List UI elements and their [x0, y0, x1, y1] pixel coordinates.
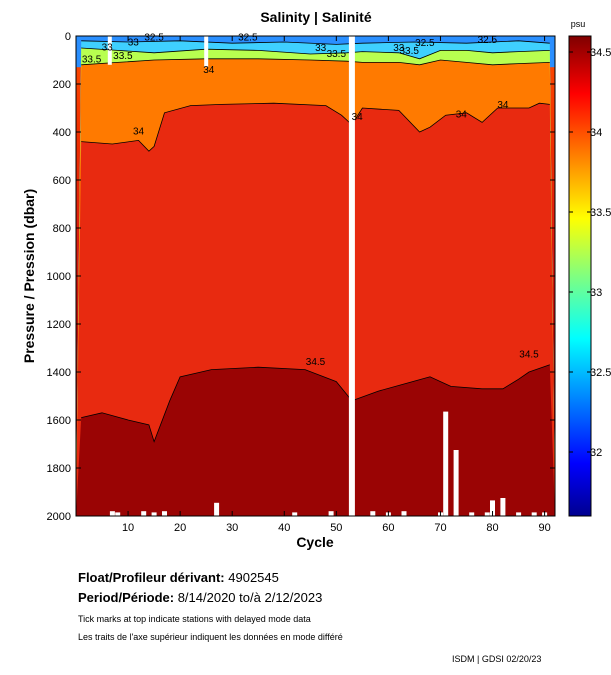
x-tick-label: 40: [278, 522, 290, 534]
chart-title: Salinity | Salinité: [260, 9, 371, 25]
bottom-gap-bar: [500, 498, 506, 516]
contour-line-33: [81, 47, 550, 60]
y-tick-label: 200: [53, 79, 71, 91]
contour-label: 33: [102, 42, 114, 53]
contour-label: 33.5: [113, 51, 133, 62]
bottom-gap-bar: [531, 512, 537, 516]
x-tick-label: 90: [538, 522, 550, 534]
contour-label: 34: [497, 100, 509, 111]
colorbar-tick-label: 32: [590, 447, 602, 459]
x-tick-label: 10: [122, 522, 134, 534]
bottom-gap-bar: [490, 500, 495, 516]
contour-label: 33: [393, 43, 405, 54]
y-tick-label: 1000: [47, 271, 71, 283]
x-tick-label: 80: [486, 522, 498, 534]
colorbar-tick-label: 32.5: [590, 367, 611, 379]
period-start: 8/14/2020: [177, 590, 236, 605]
note-fr: Les traits de l'axe supérieur indiquent …: [78, 632, 343, 642]
no-data-column: [348, 36, 355, 516]
period-end: 2/12/2023: [264, 590, 323, 605]
contour-line-34-5: [81, 364, 550, 443]
contour-label: 33.5: [399, 46, 419, 57]
y-tick-label: 1400: [47, 367, 71, 379]
colorbar-tick-label: 33: [590, 287, 602, 299]
contour-label: 32.5: [144, 32, 164, 43]
contour-label: 34: [133, 126, 145, 137]
y-tick-label: 2000: [47, 511, 71, 523]
bottom-gap-bar: [370, 511, 376, 516]
contour-line-33-5: [81, 58, 550, 66]
colorbar-tick-label: 34: [590, 127, 602, 139]
colorbar-unit: psu: [571, 19, 586, 29]
contour-label: 32.5: [478, 35, 498, 46]
contour-label: 34: [352, 112, 364, 123]
bottom-gap-bar: [443, 411, 449, 516]
y-tick-label: 1800: [47, 463, 71, 475]
period-label: Period/Période:: [78, 590, 175, 605]
y-tick-label: 800: [53, 223, 71, 235]
credit: ISDM | GDSI 02/20/23: [452, 654, 542, 664]
contour-label: 34: [203, 65, 215, 76]
bottom-gap-bar: [484, 512, 490, 516]
bottom-gap-bar: [292, 512, 298, 516]
y-tick-label: 400: [53, 127, 71, 139]
y-tick-label: 0: [65, 31, 71, 43]
contour-label: 34: [456, 110, 468, 121]
y-tick-label: 1600: [47, 415, 71, 427]
bottom-gap-bar: [115, 512, 121, 516]
y-tick-label: 600: [53, 175, 71, 187]
band-34-5: [76, 364, 555, 516]
contour-label: 33: [315, 43, 327, 54]
float-info: Float/Profileur dérivant: 4902545: [78, 570, 279, 585]
no-data-column: [204, 36, 209, 68]
y-tick-label: 1200: [47, 319, 71, 331]
x-axis-label: Cycle: [296, 534, 334, 550]
contour-label: 33.5: [327, 49, 347, 60]
colorbar: [568, 35, 592, 517]
bottom-gap-bar: [401, 511, 407, 516]
bottom-gap-bar: [328, 511, 334, 516]
bottom-gap-bar: [516, 512, 522, 516]
contour-label: 34.5: [519, 350, 539, 361]
x-tick-label: 20: [174, 522, 186, 534]
note-en: Tick marks at top indicate stations with…: [78, 614, 311, 624]
period-to: to/à: [239, 590, 261, 605]
float-label: Float/Profileur dérivant:: [78, 570, 225, 585]
bottom-gap-bar: [151, 512, 157, 516]
x-tick-label: 50: [330, 522, 342, 534]
bottom-gap-bar: [162, 511, 167, 516]
colorbar-tick-label: 34.5: [590, 47, 611, 59]
y-axis-label: Pressure / Pression (dbar): [21, 189, 37, 363]
bottom-gap-bar: [214, 502, 220, 516]
colorbar-tick-label: 33.5: [590, 207, 611, 219]
contour-label: 33.5: [82, 54, 102, 65]
x-tick-label: 60: [382, 522, 394, 534]
bottom-gap-bar: [453, 450, 459, 516]
float-id: 4902545: [228, 570, 279, 585]
bottom-gap-bar: [469, 512, 475, 516]
contour-line-32-5: [81, 40, 550, 45]
x-tick-label: 70: [434, 522, 446, 534]
x-tick-label: 30: [226, 522, 238, 534]
contour-label: 33: [128, 38, 140, 49]
bottom-gap-bar: [109, 511, 115, 516]
period-info: Period/Période: 8/14/2020 to/à 2/12/2023: [78, 590, 322, 605]
contour-label: 34.5: [306, 357, 326, 368]
no-data-column: [107, 36, 112, 65]
bottom-gap-bar: [141, 511, 147, 516]
contour-label: 32.5: [238, 32, 258, 43]
contour-label: 32.5: [415, 38, 435, 49]
